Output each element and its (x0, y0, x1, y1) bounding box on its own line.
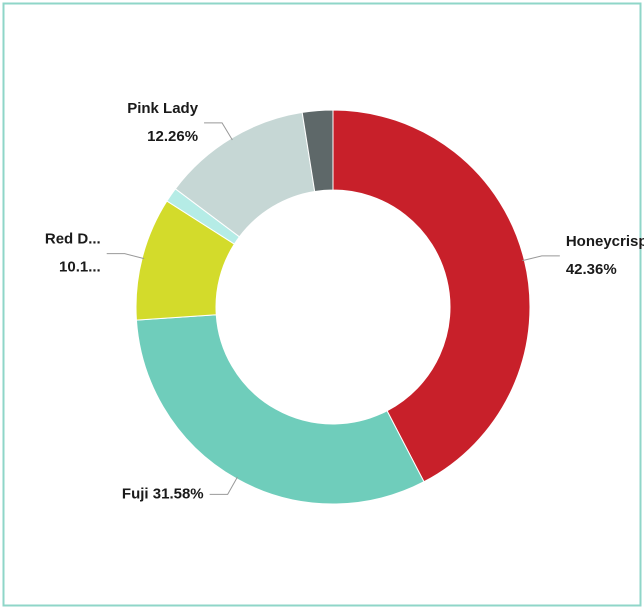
donut-slice (301, 109, 334, 193)
slice-name: Red D... (45, 231, 101, 248)
slice-name: Fuji (122, 485, 149, 502)
leader-line (209, 476, 238, 495)
donut-slice (135, 314, 425, 505)
donut-slice (332, 109, 531, 483)
slice-name: Pink Lady (127, 100, 199, 117)
slice-value: 10.1... (59, 259, 101, 276)
slice-value: 31.58% (153, 485, 204, 502)
leader-line (522, 255, 560, 262)
slice-label: Fuji 31.58% (122, 485, 204, 502)
slice-value: 12.26% (147, 128, 198, 145)
leader-line (106, 253, 145, 260)
slice-name: Honeycrisp (566, 233, 644, 250)
slice-value: 42.36% (566, 261, 617, 278)
leader-line (204, 122, 233, 141)
